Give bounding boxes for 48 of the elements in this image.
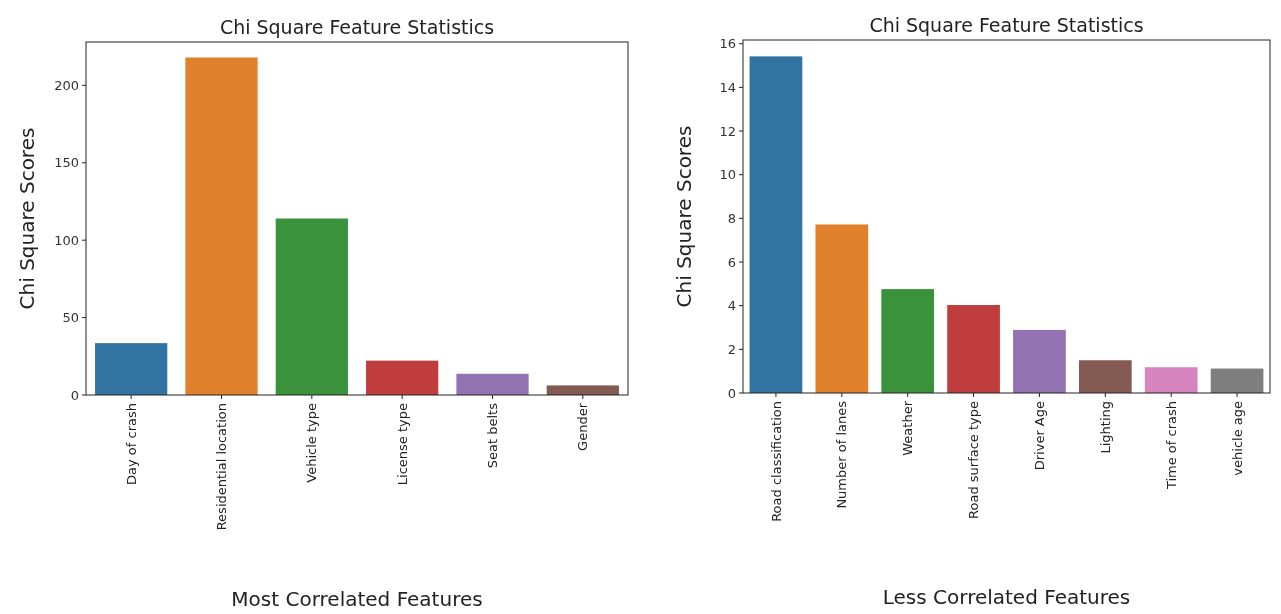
x-tick-label: Weather [900,400,916,456]
x-tick-label: Vehicle type [304,403,320,483]
y-tick-label: 200 [54,77,79,93]
bar [185,57,258,395]
bar [275,218,348,395]
bar [456,373,529,395]
x-tick-label: vehicle age [1229,401,1245,476]
y-tick-label: 8 [727,210,736,226]
y-tick-label: 2 [727,341,736,357]
x-tick-label: Road surface type [966,401,982,519]
y-tick-label: 0 [70,387,79,403]
bar [815,224,869,393]
x-axis-title: Most Correlated Features [231,587,483,611]
bar [881,289,935,393]
x-tick-label: Time of crash [1163,401,1179,491]
y-tick-label: 50 [62,310,79,326]
y-tick-label: 10 [719,167,736,183]
chart-title: Chi Square Feature Statistics [869,14,1144,36]
bar [1144,367,1198,393]
x-tick-label: Number of lanes [834,400,850,509]
x-tick-label: Day of crash [123,403,139,485]
x-tick-label: Seat belts [485,402,501,469]
bar [95,343,168,395]
x-tick-label: Driver Age [1031,401,1047,471]
bar [1078,360,1132,393]
bar [366,360,439,395]
y-tick-label: 12 [719,123,736,139]
bar [546,385,619,395]
y-tick-label: 14 [719,79,736,95]
x-tick-label: Residential location [214,403,230,531]
chart-title: Chi Square Feature Statistics [219,16,495,38]
x-tick-label: Gender [575,402,591,451]
y-tick-label: 150 [54,155,79,171]
y-tick-label: 16 [719,36,736,52]
y-tick-label: 6 [727,254,736,270]
y-tick-label: 100 [54,232,79,248]
bar [1210,368,1264,393]
y-axis-title: Chi Square Scores [672,125,696,308]
bar [749,56,803,393]
x-axis-title: Less Correlated Features [882,585,1131,609]
x-tick-label: Road classification [768,401,784,522]
bar [1013,329,1066,393]
bar [947,305,1000,393]
x-tick-label: License type [394,403,410,486]
x-tick-label: Lighting [1097,401,1113,454]
y-tick-label: 4 [727,298,736,314]
y-tick-label: 0 [727,385,736,401]
y-axis-title: Chi Square Scores [15,127,39,310]
